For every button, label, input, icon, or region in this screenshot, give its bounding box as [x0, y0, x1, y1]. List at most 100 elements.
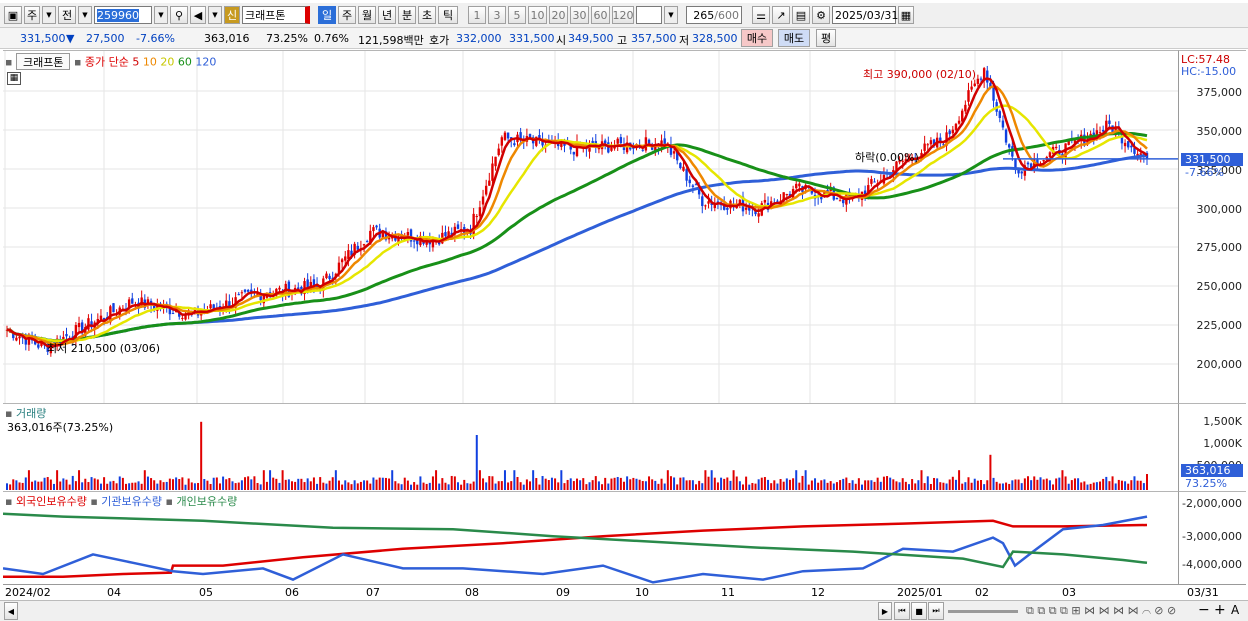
candle-body [632, 147, 635, 149]
volume-bar [757, 479, 760, 490]
candle-type-icon[interactable]: ⚌ [752, 6, 770, 24]
volume-bar [46, 477, 49, 490]
speaker-icon[interactable]: ◀ [190, 6, 206, 24]
candle-body [895, 161, 898, 172]
chevron-down-icon[interactable]: ▼ [42, 6, 56, 24]
price-chart[interactable] [3, 51, 1178, 404]
ma5-label: 5 [132, 55, 140, 69]
font-size-icon[interactable]: A [1231, 603, 1240, 617]
volume-bar [532, 470, 535, 490]
candle-body [127, 299, 131, 307]
volume-bar [550, 477, 553, 490]
scroll-bar[interactable]: ◀ ▶ ⏮ ■ ⏭ ⧉ ⧉ ⧉ ⧉ ⊞ ⋈ ⋈ ⋈ ⋈ ⌒ ⊘ ⊘ − + A [0, 600, 1248, 621]
candle-body [1139, 153, 1142, 155]
period-minute-tab[interactable]: 분 [398, 6, 416, 24]
candle-body [262, 295, 266, 304]
table-icon[interactable]: ▦ [7, 72, 21, 85]
volume-bar [1133, 476, 1136, 490]
volume-bar [1095, 482, 1098, 490]
count-input[interactable]: 265/600 [686, 6, 742, 24]
menu-square-icon[interactable]: ▪ [73, 55, 82, 69]
period-month-tab[interactable]: 월 [358, 6, 376, 24]
menu-square-icon[interactable]: ▪ [5, 407, 13, 420]
volume-bar [84, 478, 87, 490]
menu-square-icon[interactable]: ▪ [5, 55, 13, 69]
date-input[interactable]: 2025/03/31 [832, 6, 898, 24]
flow-axis: -2,000,000 -3,000,000 -4,000,000 [1178, 491, 1246, 584]
interval-5[interactable]: 5 [508, 6, 526, 24]
volume-bar [814, 478, 817, 490]
chevron-down-icon[interactable]: ▼ [664, 6, 678, 24]
volume-bar [103, 477, 106, 490]
menu-square-icon[interactable]: ▪ [90, 495, 98, 508]
interval-20[interactable]: 20 [549, 6, 568, 24]
candle-body [1014, 159, 1017, 170]
chevron-down-icon[interactable]: ▼ [154, 6, 168, 24]
count-total: /600 [714, 8, 739, 22]
volume-bar [438, 483, 441, 490]
candle-body [716, 201, 720, 203]
volume-bar [6, 483, 8, 490]
eval-button[interactable]: 평 [816, 29, 836, 47]
zoom-slider[interactable] [948, 610, 1018, 613]
calendar-icon[interactable]: ▦ [898, 6, 914, 24]
buy-button[interactable]: 매수 [741, 29, 773, 47]
period-second-tab[interactable]: 초 [418, 6, 436, 24]
volume-bar [594, 476, 597, 490]
period-tick-tab[interactable]: 틱 [438, 6, 458, 24]
period-year-tab[interactable]: 년 [378, 6, 396, 24]
volume-bar [491, 476, 494, 490]
volume-bar [128, 483, 131, 490]
scroll-right-icon[interactable]: ▶ [878, 602, 892, 620]
chevron-down-icon[interactable]: ▼ [208, 6, 222, 24]
interval-120[interactable]: 120 [612, 6, 634, 24]
gear-icon[interactable]: ⚙ [812, 6, 830, 24]
chart-tools-icon[interactable]: ⧉ ⧉ ⧉ ⧉ ⊞ ⋈ ⋈ ⋈ ⋈ ⌒ ⊘ ⊘ [1026, 604, 1177, 617]
search-icon[interactable]: ⚲ [170, 6, 188, 24]
volume-bar [410, 484, 413, 490]
volume-bar [861, 484, 863, 490]
volume-pane[interactable]: ▪ 거래량 363,016주(73.25%) [3, 403, 1178, 491]
flow-chart[interactable] [3, 492, 1178, 585]
zoom-out-icon[interactable]: − [1198, 602, 1210, 618]
indicator-icon[interactable]: ↗ [772, 6, 790, 24]
prev-button[interactable]: 전 [58, 6, 76, 24]
volume-bar [372, 477, 375, 490]
window-icon[interactable]: ▣ [4, 6, 22, 24]
menu-square-icon[interactable]: ▪ [165, 495, 173, 508]
save-icon[interactable]: ▤ [792, 6, 810, 24]
interval-1[interactable]: 1 [468, 6, 486, 24]
scroll-left-icon[interactable]: ◀ [4, 602, 18, 620]
sell-button[interactable]: 매도 [778, 29, 810, 47]
interval-60[interactable]: 60 [591, 6, 610, 24]
stock-name-field[interactable]: 크래프톤 [242, 6, 310, 24]
volume-bar [397, 483, 400, 490]
chevron-down-icon[interactable]: ▼ [78, 6, 92, 24]
interval-30[interactable]: 30 [570, 6, 589, 24]
candle-body [84, 327, 87, 336]
stop-icon[interactable]: ■ [911, 602, 927, 620]
first-icon[interactable]: ⏮ [894, 602, 910, 620]
period-day-tab[interactable]: 일 [318, 6, 336, 24]
volume-bar [732, 470, 735, 490]
volume-bar [1001, 483, 1004, 490]
menu-square-icon[interactable]: ▪ [5, 495, 13, 508]
last-icon[interactable]: ⏭ [928, 602, 944, 620]
unit-select[interactable]: 주 [24, 6, 40, 24]
flow-pane[interactable]: ▪ 외국인보유수량 ▪ 기관보유수량 ▪ 개인보유수량 [3, 491, 1178, 584]
stock-tab[interactable]: 크래프톤 [15, 53, 71, 70]
zoom-in-icon[interactable]: + [1214, 602, 1226, 618]
volume-bar [403, 477, 406, 490]
interval-10[interactable]: 10 [528, 6, 547, 24]
candle-body [998, 111, 1002, 118]
interval-3[interactable]: 3 [488, 6, 506, 24]
volume-bar [478, 470, 481, 490]
period-week-tab[interactable]: 주 [338, 6, 356, 24]
interval-input[interactable] [636, 6, 662, 24]
price-pane[interactable]: ▪ 크래프톤 ▪ 종가 단순 5 10 20 60 120 ▦ 최고 390,0… [3, 50, 1178, 404]
volume-bar [494, 483, 497, 490]
volume-bar [895, 481, 898, 490]
volume-chart[interactable] [3, 404, 1178, 492]
volume-bar [503, 470, 506, 490]
stock-code-input[interactable]: 259960 [94, 6, 152, 24]
